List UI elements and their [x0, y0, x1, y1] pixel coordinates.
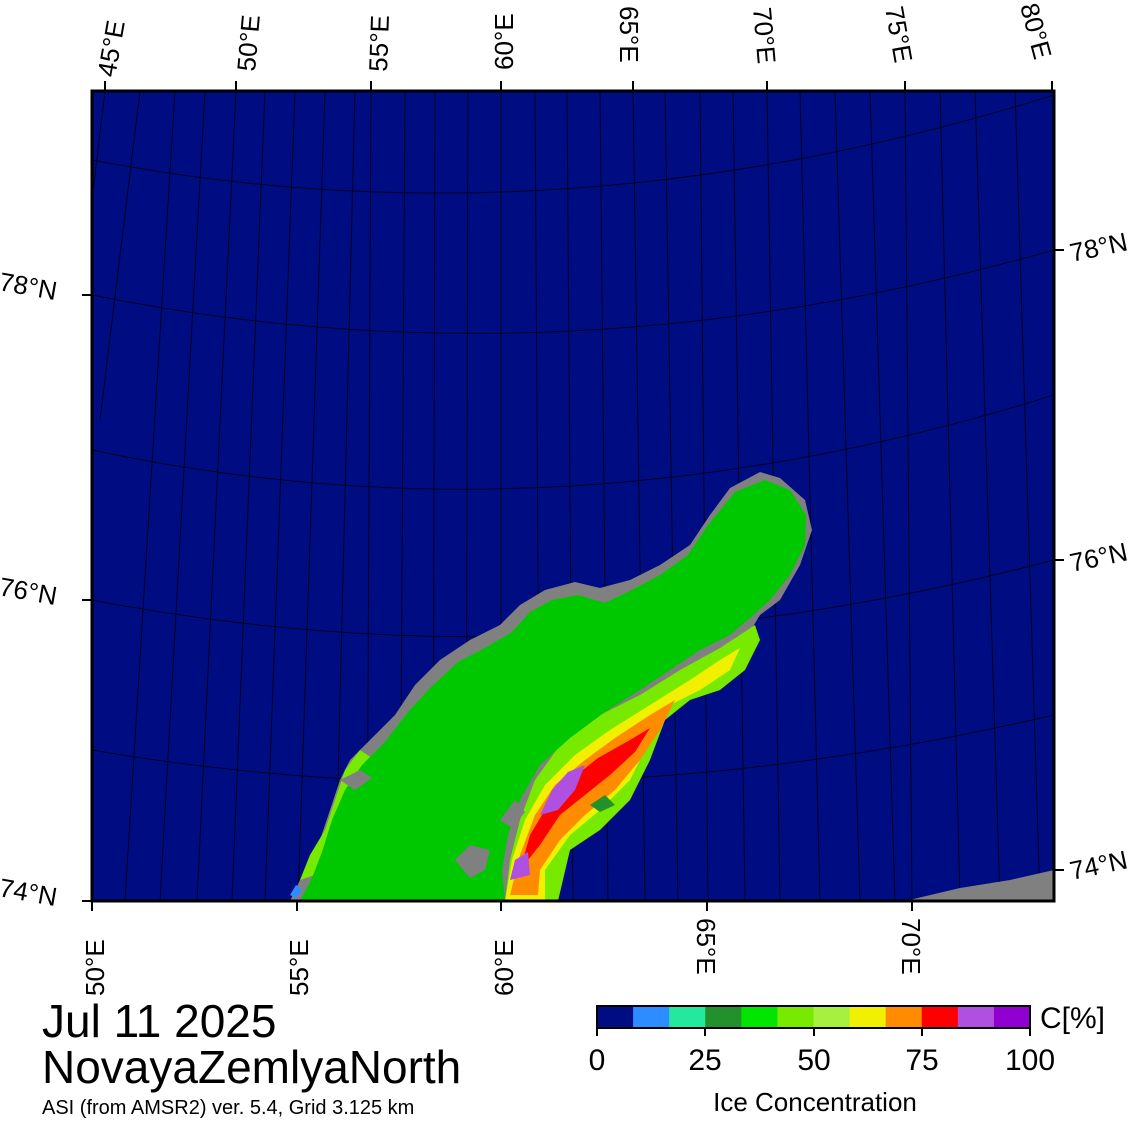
colorbar-segment [741, 1006, 778, 1028]
colorbar-segment [993, 1006, 1031, 1028]
colorbar-tick: 50 [797, 1044, 831, 1077]
left-lat-label: 76°N [0, 571, 59, 611]
colorbar-segment [921, 1006, 959, 1028]
right-lat-label: 76°N [1067, 536, 1130, 577]
ice-band-purple-south [510, 852, 530, 880]
right-lat-label: 78°N [1067, 226, 1130, 267]
colorbar-segment [669, 1006, 706, 1028]
colorbar-segment [885, 1006, 923, 1028]
ice-band-purple [540, 765, 585, 815]
colorbar-unit: C[%] [1040, 1002, 1106, 1035]
bottom-lon-label: 60°E [489, 939, 519, 996]
bottom-lon-label: 50°E [80, 939, 110, 996]
bottom-lon-label: 55°E [284, 939, 314, 996]
top-lon-label: 55°E [363, 15, 395, 73]
colorbar-tick: 25 [688, 1044, 722, 1077]
top-lon-label: 65°E [614, 6, 644, 63]
colorbar-tick: 75 [905, 1044, 939, 1077]
date-label: Jul 11 2025 [42, 995, 277, 1047]
top-lon-label: 75°E [879, 4, 918, 65]
fjord-detail [340, 770, 525, 878]
mainland-landmask [905, 870, 1054, 901]
ice-band-red [520, 728, 650, 870]
bottom-lon-label: 65°E [691, 918, 721, 975]
top-lon-labels: 45°E 50°E 55°E 60°E 65°E 70°E 75°E 80°E [91, 0, 1057, 79]
right-lat-labels: 78°N 76°N 74°N [1067, 226, 1130, 885]
colorbar-segment [813, 1006, 851, 1028]
bottom-lon-labels: 50°E 55°E 60°E 65°E 70°E [80, 918, 926, 996]
region-label: NovayaZemlyaNorth [42, 1041, 462, 1093]
source-label: ASI (from AMSR2) ver. 5.4, Grid 3.125 km [42, 1097, 415, 1119]
ice-fringe-west-blue [290, 885, 302, 898]
novaya-zemlya-north-island [300, 480, 806, 901]
colorbar-tick: 0 [588, 1044, 606, 1077]
left-lat-label: 74°N [0, 872, 59, 912]
ice-band-darkgreen [590, 795, 615, 812]
colorbar [596, 1005, 1031, 1036]
top-lon-label: 70°E [747, 6, 782, 65]
colorbar-title: Ice Concentration [713, 1087, 917, 1117]
colorbar-tick: 100 [1004, 1044, 1056, 1077]
left-lat-labels: 78°N 76°N 74°N [0, 266, 59, 912]
colorbar-segment [705, 1006, 742, 1028]
top-lon-label: 60°E [489, 13, 519, 70]
bottom-lon-label: 70°E [896, 918, 926, 975]
colorbar-segment [633, 1006, 670, 1028]
colorbar-segment [849, 1006, 887, 1028]
right-lat-label: 74°N [1067, 844, 1130, 885]
colorbar-segment [597, 1006, 634, 1028]
map-frame [90, 89, 1056, 903]
left-lat-label: 78°N [0, 266, 59, 306]
frame-ticks [82, 81, 1064, 911]
top-lon-label: 80°E [1014, 0, 1058, 62]
colorbar-segment [957, 1006, 995, 1028]
top-lon-label: 45°E [91, 18, 130, 79]
top-lon-label: 50°E [231, 13, 266, 72]
colorbar-segment [777, 1006, 814, 1028]
